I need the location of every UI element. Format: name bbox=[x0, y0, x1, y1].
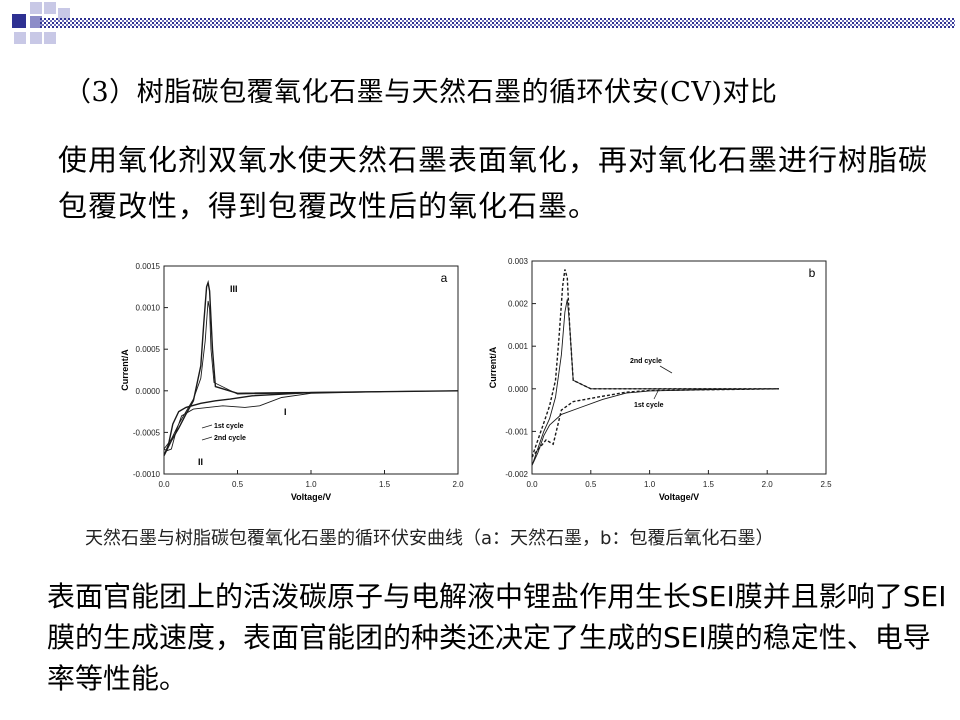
deco-square bbox=[30, 16, 42, 28]
y-tick-label: -0.002 bbox=[505, 470, 528, 479]
series-line bbox=[531, 269, 780, 458]
x-tick-label: 0.0 bbox=[526, 480, 538, 489]
plot-frame bbox=[531, 260, 827, 475]
x-tick-label: 0.0 bbox=[158, 480, 170, 489]
deco-square bbox=[44, 2, 56, 14]
x-tick-label: 1.5 bbox=[703, 480, 715, 489]
x-tick-label: 1.0 bbox=[644, 480, 656, 489]
y-tick-label: -0.001 bbox=[505, 427, 528, 436]
y-tick-label: 0.0000 bbox=[136, 387, 161, 396]
series-line bbox=[163, 279, 459, 457]
y-tick-label: 0.002 bbox=[508, 300, 529, 309]
conclusion-paragraph: 表面官能团上的活泼碳原子与电解液中锂盐作用生长SEI膜并且影响了SEI膜的生成速… bbox=[47, 580, 947, 695]
annotation-arrow bbox=[201, 436, 213, 441]
annotation-arrow bbox=[201, 424, 213, 429]
chart-annotation: II bbox=[198, 457, 203, 467]
x-tick-label: 0.5 bbox=[232, 480, 244, 489]
y-axis-label: Current/A bbox=[120, 349, 130, 391]
chart-annotation: I bbox=[284, 407, 287, 417]
cv-chart-a: 0.0 0.5 1.0 1.5 2.0 0.0015 0.0010 0.0005 0.0000 -… bbox=[118, 260, 468, 510]
x-axis-label: Voltage/V bbox=[659, 492, 699, 502]
chart-annotation: 1st cycle bbox=[634, 402, 664, 409]
panel-label: a bbox=[441, 271, 448, 285]
annotation-arrow bbox=[659, 365, 673, 374]
cv-chart-b: 0.0 0.5 1.0 1.5 2.0 2.5 0.003 0.002 0.001 0.000 -0… bbox=[484, 255, 854, 510]
corner-decoration bbox=[0, 0, 80, 54]
y-tick-label: 0.001 bbox=[508, 342, 529, 351]
y-tick-label: 0.0015 bbox=[136, 262, 161, 271]
x-tick-label: 1.5 bbox=[379, 480, 391, 489]
slide-title: （3）树脂碳包覆氧化石墨与天然石墨的循环伏安(CV)对比 bbox=[64, 77, 778, 108]
y-tick-label: 0.0010 bbox=[136, 304, 161, 313]
chart-annotation: III bbox=[230, 284, 238, 294]
deco-square bbox=[14, 32, 26, 44]
y-tick-label: 0.000 bbox=[508, 385, 529, 394]
chart-svg: 0.0 0.5 1.0 1.5 2.0 2.5 0.003 0.002 0.001 0.000 -0… bbox=[488, 257, 832, 502]
deco-square bbox=[44, 32, 56, 44]
x-tick-label: 2.0 bbox=[762, 480, 774, 489]
chart-svg: 0.0 0.5 1.0 1.5 2.0 0.0015 0.0010 0.0005 0.0000 -… bbox=[120, 262, 464, 502]
figure-caption: 天然石墨与树脂碳包覆氧化石墨的循环伏安曲线（a：天然石墨，b：包覆后氧化石墨） bbox=[85, 528, 774, 549]
y-tick-label: 0.003 bbox=[508, 257, 529, 266]
chart-annotation: 2nd cycle bbox=[630, 358, 662, 365]
y-tick-label: 0.0005 bbox=[136, 345, 161, 354]
deco-square bbox=[58, 8, 70, 20]
y-tick-label: -0.0010 bbox=[133, 470, 161, 479]
chart-annotation: 1st cycle bbox=[214, 423, 244, 430]
chart-annotation: 2nd cycle bbox=[214, 435, 246, 442]
y-tick-label: -0.0005 bbox=[133, 428, 161, 437]
deco-square bbox=[12, 14, 26, 28]
deco-square bbox=[30, 2, 42, 14]
x-tick-label: 1.0 bbox=[305, 480, 317, 489]
panel-label: b bbox=[809, 266, 816, 280]
plot-frame bbox=[163, 265, 459, 475]
intro-paragraph: 使用氧化剂双氧水使天然石墨表面氧化，再对氧化石墨进行树脂碳包覆改性，得到包覆改性… bbox=[58, 143, 929, 223]
deco-square bbox=[30, 32, 42, 44]
y-axis-label: Current/A bbox=[488, 346, 498, 388]
x-tick-label: 0.5 bbox=[585, 480, 597, 489]
x-axis-label: Voltage/V bbox=[291, 492, 331, 502]
top-dotted-bar bbox=[40, 18, 955, 28]
x-tick-label: 2.0 bbox=[452, 480, 464, 489]
series-line bbox=[163, 300, 459, 452]
annotation-arrow bbox=[653, 388, 660, 400]
x-tick-label: 2.5 bbox=[820, 480, 832, 489]
